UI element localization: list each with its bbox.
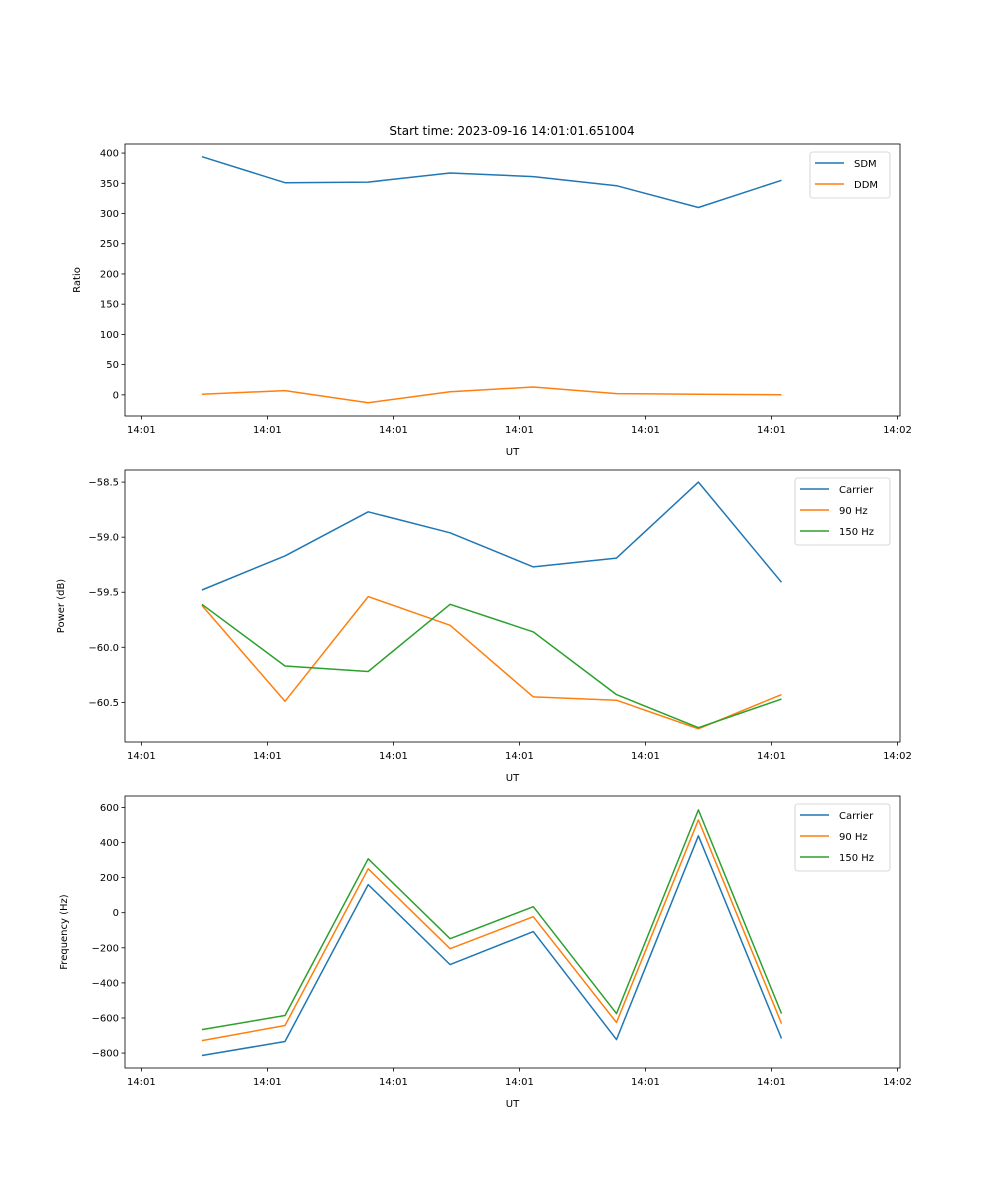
x-axis-label: UT: [506, 1099, 520, 1110]
legend-label: Carrier: [839, 811, 874, 822]
y-tick-label: −800: [92, 1049, 119, 1060]
y-tick-label: −60.5: [88, 698, 119, 709]
y-axis-label: Power (dB): [56, 579, 67, 634]
series-line-150-hz: [201, 809, 783, 1031]
y-tick-label: 350: [100, 179, 119, 190]
legend-box: [794, 803, 891, 872]
x-tick-label: 14:01: [379, 751, 408, 762]
x-tick-label: 14:01: [631, 425, 660, 436]
figure-title: Start time: 2023-09-16 14:01:01.651004: [389, 124, 634, 138]
series-line-carrier: [201, 481, 783, 591]
y-axis-label: Frequency (Hz): [59, 894, 70, 970]
y-tick-label: 400: [100, 149, 119, 160]
x-axis-label: UT: [506, 773, 520, 784]
x-tick-label: 14:01: [253, 1077, 282, 1088]
chart-panel-3: 14:01 14:01 14:01 14:01 14:01 14:01 14:02 −800 −…: [59, 795, 912, 1110]
y-tick-label: −60.0: [88, 643, 119, 654]
x-tick-label: 14:01: [127, 751, 156, 762]
x-tick-label: 14:01: [127, 425, 156, 436]
legend-box: [809, 151, 891, 199]
x-tick-label: 14:02: [883, 425, 912, 436]
legend-label: Carrier: [839, 485, 874, 496]
y-tick-label: −400: [92, 978, 119, 989]
y-axis-label: Ratio: [72, 267, 83, 293]
x-tick-label: 14:01: [379, 1077, 408, 1088]
legend-box: [794, 477, 891, 546]
y-tick-label: 300: [100, 209, 119, 220]
x-tick-label: 14:01: [757, 1077, 786, 1088]
y-tick-label: 150: [100, 300, 119, 311]
x-tick-label: 14:01: [757, 425, 786, 436]
series-line-90-hz: [201, 595, 782, 730]
y-tick-label: 0: [113, 908, 119, 919]
series-line-carrier: [201, 835, 783, 1057]
y-tick-label: 200: [100, 873, 119, 884]
y-tick-label: 100: [100, 330, 119, 341]
y-tick-label: 600: [100, 803, 119, 814]
x-tick-label: 14:01: [631, 751, 660, 762]
x-tick-label: 14:01: [253, 751, 282, 762]
x-tick-label: 14:02: [883, 1077, 912, 1088]
axes-frame: [124, 469, 901, 743]
legend-label: 150 Hz: [839, 853, 874, 864]
series-line-sdm: [201, 155, 782, 209]
x-tick-label: 14:01: [379, 425, 408, 436]
x-axis-label: UT: [506, 447, 520, 458]
legend-label: 150 Hz: [839, 527, 874, 538]
x-tick-label: 14:02: [883, 751, 912, 762]
y-tick-label: 0: [113, 390, 119, 401]
y-tick-label: 400: [100, 838, 119, 849]
x-tick-label: 14:01: [631, 1077, 660, 1088]
x-tick-label: 14:01: [505, 425, 534, 436]
chart-panel-1: 14:01 14:01 14:01 14:01 14:01 14:01 14:02 0 50 10…: [72, 143, 912, 458]
y-tick-label: −600: [92, 1013, 119, 1024]
series-line-ddm: [201, 386, 782, 404]
series-line-90-hz: [201, 819, 783, 1042]
legend-label: SDM: [854, 159, 877, 170]
x-tick-label: 14:01: [505, 751, 534, 762]
legend-label: 90 Hz: [839, 506, 868, 517]
x-tick-label: 14:01: [253, 425, 282, 436]
chart-panel-2: 14:01 14:01 14:01 14:01 14:01 14:01 14:02 −60.5…: [56, 469, 912, 784]
x-tick-label: 14:01: [127, 1077, 156, 1088]
x-tick-label: 14:01: [757, 751, 786, 762]
y-tick-label: 50: [106, 360, 119, 371]
legend-label: DDM: [854, 180, 878, 191]
y-tick-label: 250: [100, 239, 119, 250]
x-tick-label: 14:01: [505, 1077, 534, 1088]
series-line-150-hz: [201, 603, 782, 729]
y-tick-label: −59.5: [88, 588, 119, 599]
legend-label: 90 Hz: [839, 832, 868, 843]
legend: Carrier 90 Hz 150 Hz: [794, 803, 891, 872]
legend: SDM DDM: [809, 151, 891, 199]
y-tick-label: −59.0: [88, 533, 119, 544]
legend: Carrier 90 Hz 150 Hz: [794, 477, 891, 546]
y-tick-label: 200: [100, 269, 119, 280]
axes-frame: [124, 143, 901, 417]
y-tick-label: −200: [92, 943, 119, 954]
y-tick-label: −58.5: [88, 478, 119, 489]
axes-frame: [124, 795, 901, 1069]
